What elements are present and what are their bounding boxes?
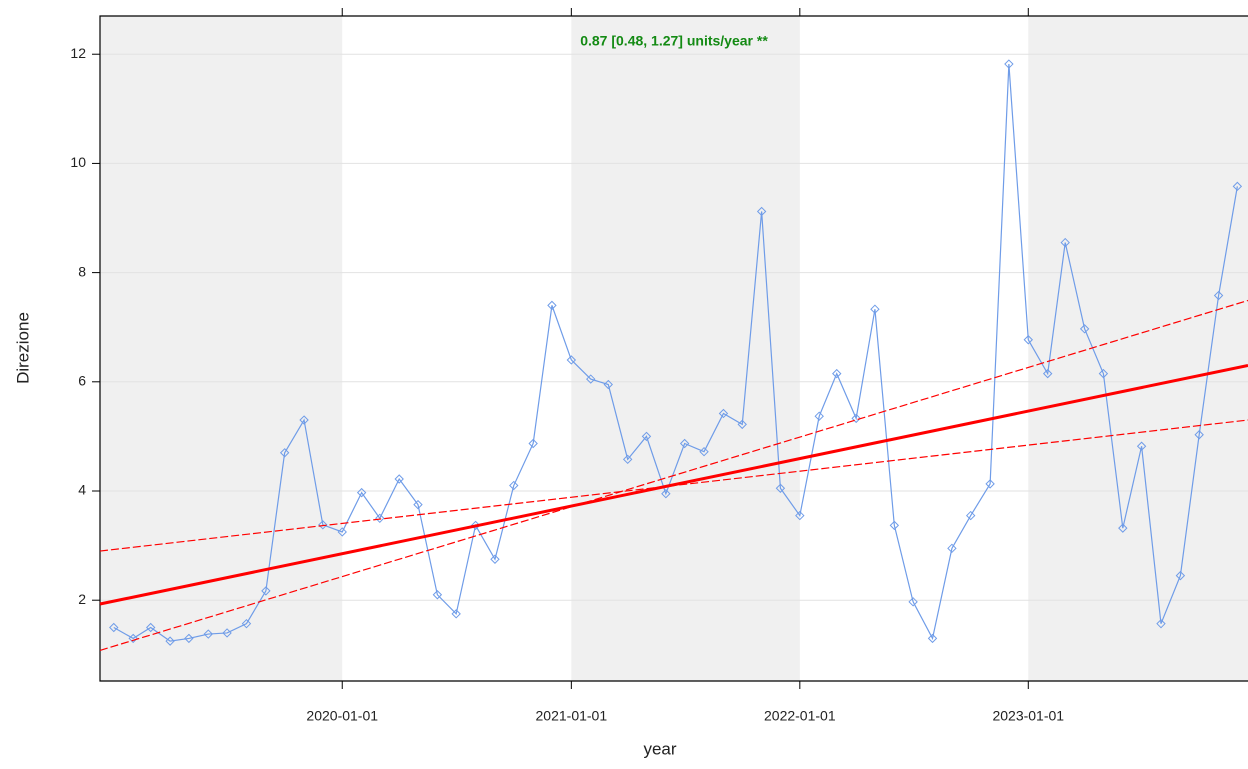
data-point bbox=[394, 474, 404, 484]
data-point bbox=[128, 633, 138, 644]
data-point bbox=[1175, 570, 1186, 581]
data-point bbox=[1232, 181, 1243, 192]
data-point bbox=[1098, 368, 1109, 379]
data-point bbox=[851, 413, 861, 424]
year-band bbox=[1028, 16, 1248, 681]
x-tick-label: 2023-01-01 bbox=[992, 708, 1064, 724]
trend-line bbox=[99, 363, 1248, 606]
data-point bbox=[109, 622, 119, 633]
data-point bbox=[337, 527, 347, 537]
data-point bbox=[1118, 523, 1128, 533]
y-tick-label: 12 bbox=[70, 45, 86, 61]
trend-line bbox=[99, 419, 1248, 552]
data-line bbox=[113, 64, 1238, 642]
data-point bbox=[318, 520, 328, 530]
y-axis-label: Direzione bbox=[13, 312, 32, 384]
data-point bbox=[165, 636, 175, 646]
data-point bbox=[661, 489, 671, 499]
data-point bbox=[679, 438, 690, 449]
data-point bbox=[965, 510, 976, 521]
data-point bbox=[1079, 324, 1090, 334]
data-point bbox=[889, 520, 900, 531]
data-point bbox=[356, 487, 367, 498]
data-point bbox=[1136, 441, 1147, 451]
data-point bbox=[870, 304, 880, 314]
data-point bbox=[832, 368, 842, 379]
data-point bbox=[375, 513, 385, 524]
data-point bbox=[1042, 368, 1053, 379]
data-point bbox=[775, 483, 786, 493]
data-point bbox=[145, 622, 156, 633]
data-point bbox=[241, 618, 252, 629]
data-point bbox=[985, 479, 995, 489]
annotation: 0.87 [0.48, 1.27] units/year ** bbox=[580, 33, 768, 49]
data-point bbox=[279, 448, 290, 458]
data-point bbox=[622, 454, 633, 465]
data-point bbox=[927, 633, 938, 644]
data-point bbox=[603, 379, 613, 390]
x-tick-label: 2021-01-01 bbox=[536, 708, 608, 724]
x-axis-label: year bbox=[643, 739, 676, 758]
data-point bbox=[509, 480, 519, 491]
data-point bbox=[1060, 237, 1070, 248]
data-point bbox=[184, 633, 194, 644]
data-point bbox=[566, 355, 577, 365]
y-tick-label: 10 bbox=[70, 154, 86, 170]
data-point bbox=[814, 411, 824, 421]
y-tick-label: 8 bbox=[78, 263, 86, 279]
data-point bbox=[432, 590, 443, 600]
data-point bbox=[586, 374, 596, 384]
plot-frame bbox=[99, 15, 1248, 682]
x-tick-label: 2020-01-01 bbox=[306, 708, 378, 724]
data-point bbox=[547, 300, 557, 311]
data-point bbox=[1194, 430, 1204, 440]
x-tick-label: 2022-01-01 bbox=[764, 708, 836, 724]
y-tick-label: 2 bbox=[78, 591, 86, 607]
data-point bbox=[641, 431, 652, 442]
data-point bbox=[795, 510, 805, 521]
y-tick-label: 4 bbox=[78, 482, 86, 498]
data-point bbox=[490, 554, 500, 564]
year-band bbox=[571, 16, 800, 681]
data-point bbox=[451, 609, 461, 619]
data-point bbox=[1213, 290, 1224, 301]
data-point bbox=[299, 415, 309, 425]
data-point bbox=[203, 629, 213, 639]
data-point bbox=[1004, 59, 1014, 69]
data-point bbox=[756, 206, 767, 217]
data-point bbox=[699, 446, 709, 457]
y-tick-label: 6 bbox=[78, 373, 86, 389]
trend-line bbox=[99, 299, 1248, 651]
data-point bbox=[1023, 335, 1033, 345]
data-point bbox=[947, 543, 957, 554]
year-band bbox=[100, 16, 343, 681]
data-point bbox=[261, 586, 271, 596]
data-point bbox=[222, 628, 232, 638]
data-point bbox=[908, 597, 918, 607]
data-point bbox=[528, 438, 538, 449]
data-point bbox=[718, 408, 729, 419]
data-point bbox=[413, 499, 423, 510]
data-point bbox=[737, 419, 747, 430]
data-point bbox=[1156, 618, 1166, 629]
